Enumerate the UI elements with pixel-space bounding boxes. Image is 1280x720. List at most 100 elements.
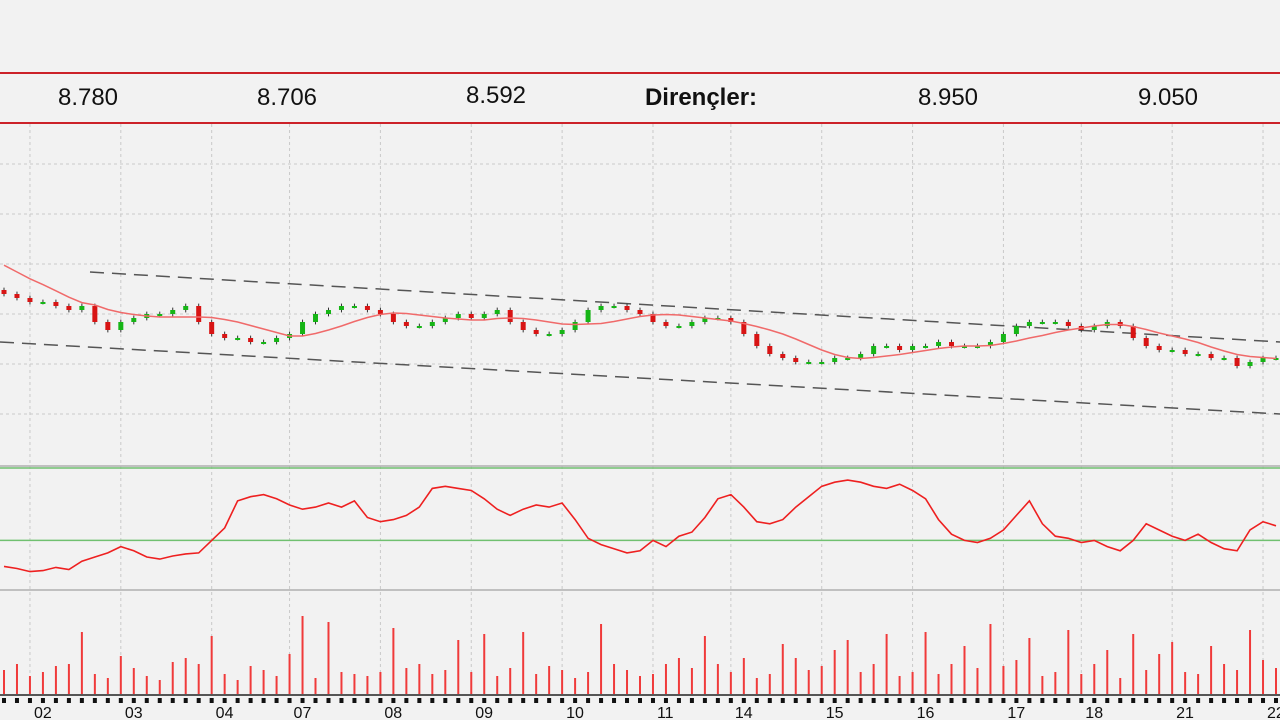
moving-average-line	[3, 264, 1277, 360]
x-tick-mark	[845, 698, 850, 703]
x-tick-mark	[1118, 698, 1123, 703]
x-tick-mark	[1222, 698, 1227, 703]
candle	[884, 343, 890, 349]
candle	[313, 311, 319, 325]
candle	[416, 323, 422, 329]
x-tick-mark	[1196, 698, 1201, 703]
candle	[118, 319, 124, 333]
candle	[235, 335, 241, 341]
candle	[1221, 355, 1227, 361]
x-tick-mark	[1014, 698, 1019, 703]
candle	[1091, 323, 1097, 333]
x-tick-mark	[92, 698, 97, 703]
candle	[1, 287, 7, 297]
x-tick-mark	[131, 698, 136, 703]
x-tick-mark	[313, 698, 318, 703]
x-tick-mark	[988, 698, 993, 703]
candle	[1169, 347, 1175, 353]
x-tick-mark	[832, 698, 837, 703]
candle	[1182, 347, 1188, 357]
candle	[196, 303, 202, 325]
x-tick-label: 03	[125, 705, 143, 720]
candle	[40, 299, 46, 305]
x-tick-mark	[715, 698, 720, 703]
candle	[170, 307, 176, 317]
candle	[248, 335, 254, 345]
x-tick-mark	[650, 698, 655, 703]
candles	[1, 287, 1279, 369]
x-tick-mark	[1209, 698, 1214, 703]
candle	[300, 319, 306, 337]
candle	[689, 319, 695, 329]
x-tick-mark	[663, 698, 668, 703]
x-tick-label: 10	[566, 705, 584, 720]
x-tick-mark	[780, 698, 785, 703]
x-tick-label: 11	[657, 705, 674, 720]
x-tick-mark	[326, 698, 331, 703]
x-tick-mark	[391, 698, 396, 703]
candle	[520, 319, 526, 333]
support-level-2: 8.706	[256, 84, 318, 111]
x-tick-label: 08	[384, 705, 402, 720]
candle	[559, 327, 565, 337]
x-tick-mark	[118, 698, 123, 703]
x-tick-mark	[962, 698, 967, 703]
candle	[209, 319, 215, 337]
candle	[1065, 319, 1071, 329]
resistance-level-1: 8.950	[917, 84, 979, 111]
candle	[338, 303, 344, 313]
candle	[702, 315, 708, 325]
x-tick-mark	[1261, 698, 1266, 703]
candle	[793, 355, 799, 365]
x-tick-mark	[949, 698, 954, 703]
x-tick-mark	[456, 698, 461, 703]
candle	[533, 327, 539, 337]
x-tick-mark	[871, 698, 876, 703]
x-tick-mark	[923, 698, 928, 703]
candle	[1039, 319, 1045, 325]
candle	[79, 303, 85, 313]
x-tick-mark	[196, 698, 201, 703]
candle	[403, 319, 409, 329]
x-tick-mark	[14, 698, 19, 703]
x-tick-mark	[508, 698, 513, 703]
x-axis: 02 03 04 07 08 09 10 11 14 15 16 17 18 21 22	[0, 694, 1280, 720]
x-tick-mark	[884, 698, 889, 703]
x-tick-mark	[534, 698, 539, 703]
candle	[351, 303, 357, 309]
support-level-3: 8.592	[465, 82, 527, 109]
candle	[1156, 343, 1162, 353]
x-tick-mark	[2, 698, 6, 703]
candle	[1208, 351, 1214, 361]
x-tick-mark	[352, 698, 357, 703]
x-tick-mark	[819, 698, 824, 703]
candle	[481, 311, 487, 321]
x-tick-mark	[417, 698, 422, 703]
candle	[572, 319, 578, 333]
candle	[611, 303, 617, 309]
candle	[767, 343, 773, 357]
support-level-1: 8.780	[57, 84, 119, 111]
x-tick-label: 21	[1176, 705, 1194, 720]
candle	[325, 307, 331, 317]
x-tick-mark	[183, 698, 188, 703]
x-tick-mark	[27, 698, 32, 703]
candle	[546, 331, 552, 337]
x-tick-mark	[248, 698, 253, 703]
candle	[923, 343, 929, 349]
x-tick-mark	[79, 698, 84, 703]
candle	[131, 315, 137, 325]
candle	[222, 331, 228, 341]
x-tick-mark	[689, 698, 694, 703]
candle	[910, 343, 916, 353]
x-tick-label: 18	[1085, 705, 1103, 720]
resistance-label: Dirençler:	[644, 84, 758, 111]
candle	[806, 359, 812, 365]
candle	[261, 339, 267, 345]
x-tick-mark	[625, 698, 630, 703]
x-tick-mark	[1170, 698, 1175, 703]
x-tick-mark	[469, 698, 474, 703]
candle	[66, 303, 72, 313]
x-tick-label: 15	[826, 705, 844, 720]
candle	[676, 323, 682, 329]
